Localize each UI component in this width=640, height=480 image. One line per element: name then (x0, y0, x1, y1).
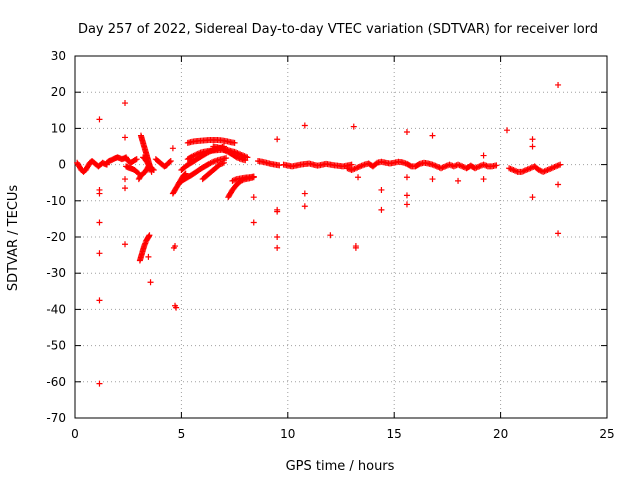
chart-title: Day 257 of 2022, Sidereal Day-to-day VTE… (78, 22, 598, 37)
y-tick-label: 10 (51, 121, 66, 135)
x-tick-label: 15 (387, 427, 402, 441)
outlier-point (96, 116, 103, 123)
data-point (345, 165, 352, 172)
data-point (447, 162, 454, 169)
outlier-point (378, 186, 385, 193)
y-axis-label: SDTVAR / TECUs (6, 185, 21, 292)
data-point (452, 162, 459, 169)
data-point (223, 155, 230, 162)
y-tick-label: 0 (58, 158, 66, 172)
data-point (483, 162, 490, 169)
data-point (145, 162, 152, 169)
outlier-point (122, 176, 129, 183)
y-tick-label: 20 (51, 85, 66, 99)
outlier-point (529, 143, 536, 150)
outlier-point (147, 279, 154, 286)
data-point (481, 162, 488, 169)
outlier-point (301, 122, 308, 129)
outlier-point (122, 241, 129, 248)
y-tick-label: -20 (46, 230, 66, 244)
x-axis-label: GPS time / hours (286, 459, 395, 474)
x-tick-label: 0 (71, 427, 79, 441)
data-point (557, 161, 564, 168)
outlier-point (529, 136, 536, 143)
outlier-point (122, 134, 129, 141)
outlier-point (555, 181, 562, 188)
y-tick-label: -10 (46, 194, 66, 208)
outlier-point (274, 234, 281, 240)
outlier-point (173, 304, 180, 311)
outlier-point (350, 123, 357, 130)
y-tick-label: -30 (46, 266, 66, 280)
outlier-point (96, 219, 103, 226)
outlier-point (503, 127, 510, 134)
x-tick-label: 5 (178, 427, 186, 441)
outlier-point (480, 176, 487, 183)
data-series (74, 81, 564, 387)
outlier-point (250, 219, 257, 226)
data-point (348, 161, 355, 168)
data-point (150, 167, 157, 174)
outlier-point (96, 297, 103, 304)
ticks: 0 5 10 15 20 25 -70 -60 -50 -40 -30 -20 -10 0 10 20 30 (46, 49, 614, 441)
data-point (166, 158, 173, 165)
outlier-point (96, 380, 103, 387)
outlier-point (403, 201, 410, 208)
outlier-point (122, 100, 129, 107)
outlier-point (274, 136, 281, 143)
outlier-point (429, 132, 436, 139)
data-point (242, 157, 249, 164)
data-point (167, 157, 174, 164)
data-point (493, 162, 500, 169)
outlier-point (403, 129, 410, 136)
y-tick-label: -70 (46, 411, 66, 425)
outlier-point (327, 232, 334, 239)
outlier-point (480, 152, 487, 159)
y-tick-label: -60 (46, 375, 66, 389)
data-point (276, 162, 283, 169)
outlier-point (96, 250, 103, 257)
data-point (133, 156, 140, 163)
outlier-point (96, 190, 103, 197)
outlier-point (122, 185, 129, 192)
outlier-point (301, 203, 308, 210)
outlier-point (250, 194, 257, 201)
data-point (250, 173, 257, 180)
x-tick-label: 20 (493, 427, 508, 441)
x-tick-label: 25 (599, 427, 614, 441)
outlier-point (352, 243, 359, 250)
outlier-point (455, 177, 462, 184)
outlier-point (378, 206, 385, 213)
outlier-point (145, 253, 152, 260)
outlier-point (429, 176, 436, 183)
outlier-point (403, 174, 410, 181)
y-tick-label: -40 (46, 302, 66, 316)
data-point (146, 161, 153, 168)
outlier-point (355, 174, 362, 181)
outlier-point (555, 230, 562, 237)
outlier-point (555, 81, 562, 88)
outlier-point (274, 206, 281, 213)
grid (75, 56, 607, 418)
y-tick-label: 30 (51, 49, 66, 63)
data-point (149, 166, 156, 173)
x-tick-label: 10 (280, 427, 295, 441)
data-point (146, 232, 153, 239)
data-point (134, 169, 141, 176)
outlier-point (529, 194, 536, 201)
outlier-point (169, 145, 176, 152)
y-tick-label: -50 (46, 339, 66, 353)
outlier-point (403, 192, 410, 199)
outlier-point (301, 190, 308, 197)
data-point (220, 159, 227, 166)
outlier-point (274, 244, 281, 251)
data-point (231, 139, 238, 146)
outlier-point (170, 244, 177, 251)
